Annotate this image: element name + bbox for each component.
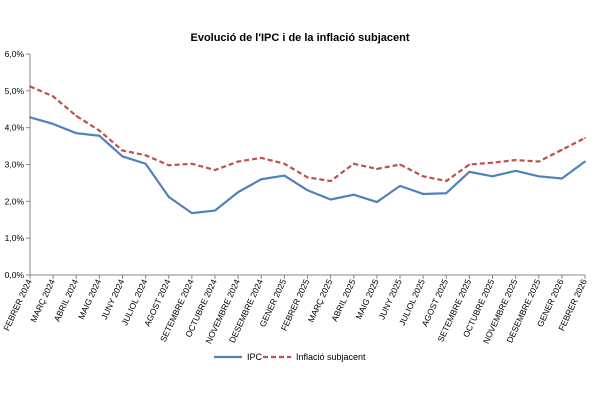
data-point-inflacio-subjacent — [283, 162, 286, 165]
data-point-ipc — [190, 212, 193, 215]
data-point-inflacio-subjacent — [121, 149, 124, 152]
data-point-inflacio-subjacent — [75, 114, 78, 117]
data-point-inflacio-subjacent — [167, 164, 170, 167]
data-point-inflacio-subjacent — [537, 160, 540, 163]
data-point-ipc — [468, 170, 471, 173]
data-point-inflacio-subjacent — [52, 95, 55, 98]
data-point-ipc — [121, 155, 124, 158]
data-point-ipc — [29, 116, 31, 119]
data-point-ipc — [560, 177, 563, 180]
y-tick-label: 2,0% — [5, 196, 25, 206]
data-point-inflacio-subjacent — [375, 168, 378, 170]
data-point-ipc — [422, 193, 425, 195]
legend-inflacio-label: Inflació subjacent — [296, 352, 366, 362]
data-point-inflacio-subjacent — [237, 160, 240, 163]
legend-ipc-label: IPC — [247, 352, 263, 362]
data-point-inflacio-subjacent — [468, 163, 471, 166]
data-point-inflacio-subjacent — [144, 154, 147, 157]
data-point-ipc — [306, 189, 309, 192]
data-point-ipc — [260, 178, 263, 181]
data-point-ipc — [214, 209, 216, 212]
data-point-ipc — [329, 198, 332, 201]
data-point-inflacio-subjacent — [422, 175, 425, 178]
data-point-ipc — [445, 192, 448, 195]
data-point-ipc — [584, 160, 586, 163]
y-tick-label: 4,0% — [5, 123, 25, 133]
data-point-ipc — [375, 201, 378, 203]
data-point-inflacio-subjacent — [260, 156, 263, 159]
y-tick-label: 6,0% — [5, 49, 25, 59]
data-point-inflacio-subjacent — [29, 85, 31, 88]
data-point-ipc — [52, 123, 55, 125]
data-point-ipc — [399, 184, 401, 187]
y-tick-label: 5,0% — [5, 86, 25, 96]
data-point-inflacio-subjacent — [399, 163, 401, 166]
y-tick-label: 1,0% — [5, 233, 25, 243]
data-point-ipc — [167, 196, 170, 198]
data-point-inflacio-subjacent — [352, 162, 355, 165]
data-point-inflacio-subjacent — [329, 180, 332, 182]
data-point-inflacio-subjacent — [190, 162, 193, 165]
data-point-ipc — [283, 174, 286, 177]
data-point-inflacio-subjacent — [514, 159, 517, 161]
data-point-inflacio-subjacent — [214, 169, 216, 171]
data-point-inflacio-subjacent — [560, 148, 563, 151]
series-line-ipc — [29, 116, 586, 215]
data-point-inflacio-subjacent — [584, 137, 586, 139]
y-tick-label: 3,0% — [5, 160, 25, 170]
data-point-inflacio-subjacent — [445, 180, 448, 182]
data-point-ipc — [514, 169, 517, 172]
data-point-inflacio-subjacent — [491, 161, 494, 164]
series-line-inflacio-subjacent — [29, 85, 586, 183]
data-point-inflacio-subjacent — [306, 176, 309, 179]
data-point-ipc — [98, 134, 101, 137]
data-point-ipc — [537, 175, 540, 178]
legend: IPC Inflació subjacent — [214, 352, 366, 362]
y-tick-label: 0,0% — [5, 270, 25, 280]
data-point-ipc — [491, 175, 494, 178]
plot-area: 0,0%1,0%2,0%3,0%4,0%5,0%6,0%FEBRER 2024M… — [1, 49, 589, 345]
chart-title: Evolució de l'IPC i de la inflació subja… — [190, 32, 409, 44]
data-point-inflacio-subjacent — [98, 129, 101, 132]
data-point-ipc — [144, 162, 147, 165]
data-point-ipc — [352, 193, 355, 196]
data-point-ipc — [237, 191, 240, 194]
data-point-ipc — [75, 132, 78, 135]
x-tick-label: FEBRER 2024 — [1, 277, 34, 332]
